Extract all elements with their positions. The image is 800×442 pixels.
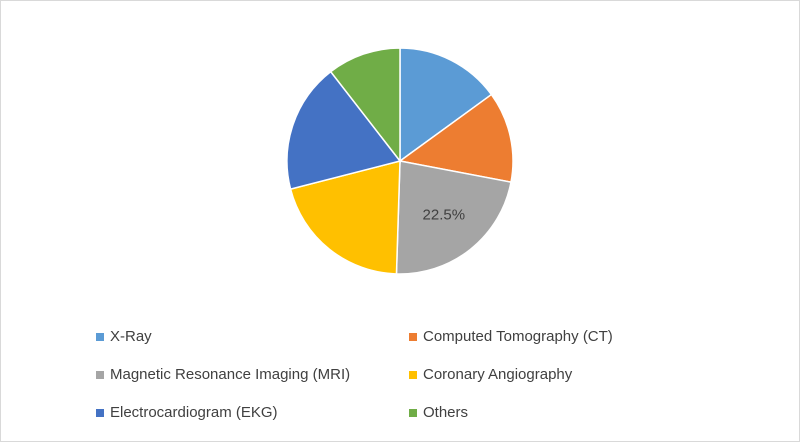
legend-swatch [409, 371, 417, 379]
pie-slice [398, 93, 514, 184]
legend-swatch [96, 409, 104, 417]
pie-slice [289, 160, 401, 275]
legend-label: Computed Tomography (CT) [423, 328, 613, 345]
pie-slice [286, 70, 402, 191]
pie-slice [399, 47, 493, 163]
legend-label: X-Ray [110, 328, 152, 345]
data-label: 22.5% [423, 207, 466, 224]
pie-slice [395, 160, 512, 275]
legend-swatch [96, 371, 104, 379]
legend-swatch [96, 333, 104, 341]
pie-slice [329, 47, 401, 164]
legend-label: Coronary Angiography [423, 366, 573, 383]
legend-label: Others [423, 404, 468, 421]
legend-swatch [409, 333, 417, 341]
legend-swatch [409, 409, 417, 417]
legend-label: Electrocardiogram (EKG) [110, 404, 278, 421]
legend-label: Magnetic Resonance Imaging (MRI) [110, 366, 350, 383]
